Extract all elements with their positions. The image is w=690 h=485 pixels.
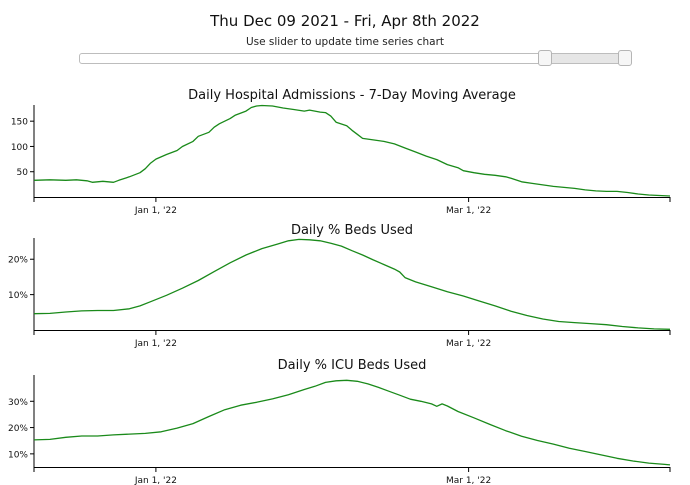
slider-end-handle[interactable] [618,50,632,66]
y-tick-label: 10% [8,291,28,301]
y-tick-label: 50 [17,168,29,178]
time-range-slider-selected-range[interactable] [545,53,625,64]
y-tick-label: 10% [8,450,28,460]
series-line [33,379,671,466]
y-tick-label: 20% [8,424,28,434]
series-line [33,238,671,330]
slider-instruction: Use slider to update time series chart [245,36,445,48]
x-tick-label: Jan 1, '22 [134,476,177,485]
x-tick-label: Mar 1, '22 [446,476,491,485]
chart-title: Daily % Beds Used [291,223,413,238]
series-line [33,104,671,197]
icu-beds-used-chart: Daily % ICU Beds Used 10% 20% 30% Jan 1, '22… [8,358,671,485]
x-tick-label: Jan 1, '22 [134,339,177,349]
y-tick-label: 20% [8,256,28,266]
slider-start-handle[interactable] [538,50,552,66]
date-range-title: Thu Dec 09 2021 - Fri, Apr 8th 2022 [210,12,480,30]
beds-used-chart: Daily % Beds Used 10% 20% Jan 1, '22 Mar 1, … [8,223,671,349]
chart-title: Daily % ICU Beds Used [278,358,427,373]
chart-title: Daily Hospital Admissions - 7-Day Moving… [188,88,516,103]
hospital-admissions-chart: Daily Hospital Admissions - 7-Day Moving… [11,88,671,216]
x-tick-label: Mar 1, '22 [446,206,491,216]
x-tick-label: Mar 1, '22 [446,339,491,349]
y-tick-label: 100 [11,143,28,153]
y-tick-label: 30% [8,398,28,408]
x-tick-label: Jan 1, '22 [134,206,177,216]
y-tick-label: 150 [11,118,28,128]
